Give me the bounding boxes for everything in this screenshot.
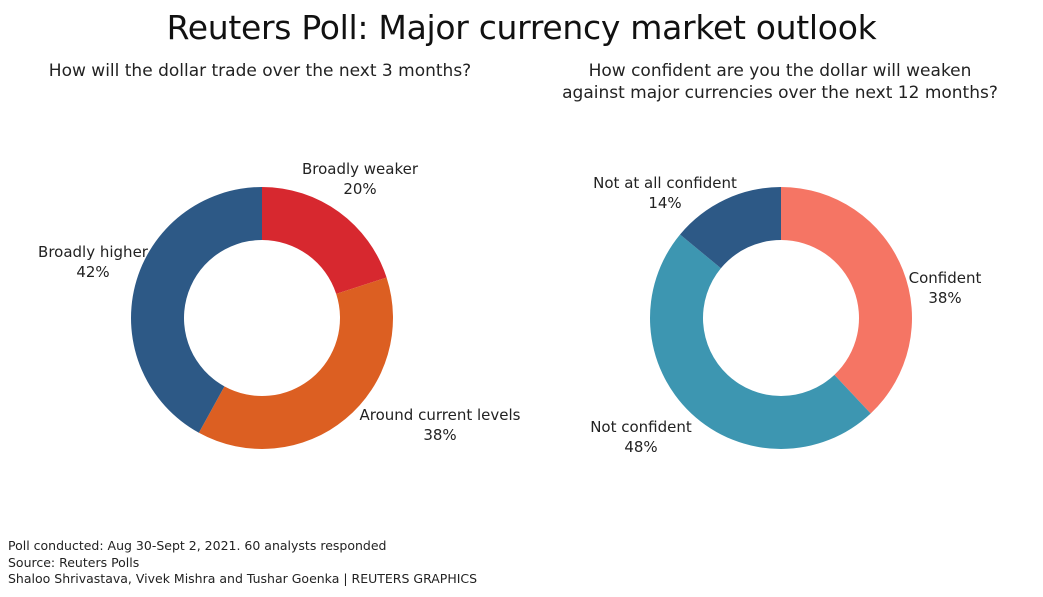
slice-value-label: 14% <box>648 194 681 212</box>
slice-label: Broadly weaker <box>302 160 419 178</box>
slice-value-label: 20% <box>343 180 376 198</box>
left-chart-question: How will the dollar trade over the next … <box>48 61 472 81</box>
donut-slice-broadly-weaker <box>262 187 387 294</box>
right-question-line-1: How confident are you the dollar will we… <box>588 61 972 81</box>
slice-label: Around current levels <box>360 406 521 424</box>
poll-note: Poll conducted: Aug 30-Sept 2, 2021. 60 … <box>8 538 387 553</box>
donut-slice-broadly-higher <box>131 187 262 433</box>
slice-label: Confident <box>909 269 982 287</box>
slice-label: Not at all confident <box>593 174 737 192</box>
slice-value-label: 38% <box>423 426 456 444</box>
slice-value-label: 38% <box>928 289 961 307</box>
footer: Poll conducted: Aug 30-Sept 2, 2021. 60 … <box>8 538 477 588</box>
donut-slice-around-current-levels <box>198 277 393 449</box>
right-chart-question: How confident are you the dollar will we… <box>540 60 1020 104</box>
slice-value-label: 48% <box>624 438 657 456</box>
right-question-line-2: against major currencies over the next 1… <box>562 83 998 103</box>
donut-slice-not-confident <box>649 234 871 450</box>
donut-slice-not-at-all-confident <box>680 187 781 269</box>
slice-value-label: 42% <box>76 263 109 281</box>
chart-title: Reuters Poll: Major currency market outl… <box>166 8 877 47</box>
slice-label: Broadly higher <box>38 243 149 261</box>
source-line: Source: Reuters Polls <box>8 554 140 570</box>
slice-label: Not confident <box>590 418 692 436</box>
credit-line: Shaloo Shrivastava, Vivek Mishra and Tus… <box>8 571 478 586</box>
donut-slice-confident <box>781 187 912 414</box>
